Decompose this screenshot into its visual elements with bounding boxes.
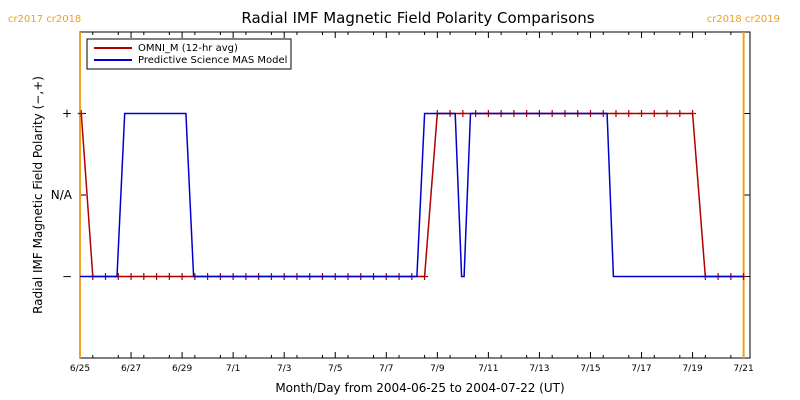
series-line-0	[80, 112, 744, 278]
series-point-0	[421, 273, 429, 280]
x-tick-label: 6/27	[121, 364, 141, 374]
x-tick-label: 7/9	[430, 364, 445, 374]
plot-frame	[79, 31, 751, 359]
legend-label-mas: Predictive Science MAS Model	[138, 55, 287, 66]
x-tick-label: 7/17	[631, 364, 651, 374]
series-line-1	[80, 112, 744, 278]
series-point-0	[77, 110, 85, 117]
x-tick-label: 7/3	[277, 364, 291, 374]
legend-label-omni: OMNI_M (12-hr avg)	[138, 43, 238, 54]
series-point-0	[663, 110, 671, 117]
series-point-0	[140, 273, 148, 280]
series-point-0	[625, 110, 633, 117]
series-point-0	[127, 273, 135, 280]
series-point-0	[650, 110, 658, 117]
y-tick-label: −	[62, 270, 72, 284]
series-point-0	[165, 273, 173, 280]
x-axis-label: Month/Day from 2004-06-25 to 2004-07-22 …	[275, 381, 564, 395]
x-tick-label: 7/5	[328, 364, 342, 374]
legend-box	[86, 38, 292, 70]
series-point-0	[178, 273, 186, 280]
series-point-0	[689, 110, 697, 117]
series-point-0	[459, 110, 467, 117]
chart-title: Radial IMF Magnetic Field Polarity Compa…	[241, 9, 594, 27]
x-tick-label: 7/15	[580, 364, 600, 374]
series-point-0	[676, 110, 684, 117]
x-tick-label: 7/13	[529, 364, 549, 374]
rotation-label-left: cr2017 cr2018	[8, 14, 81, 25]
x-tick-label: 7/19	[682, 364, 702, 374]
rotation-label-right: cr2018 cr2019	[707, 14, 780, 25]
series-point-0	[153, 273, 161, 280]
x-tick-label: 6/25	[70, 364, 90, 374]
y-axis-label: Radial IMF Magnetic Field Polarity (−,+)	[31, 76, 45, 314]
x-tick-label: 6/29	[172, 364, 192, 374]
x-tick-label: 7/11	[478, 364, 498, 374]
legend: OMNI_M (12-hr avg) Predictive Science MA…	[86, 38, 292, 70]
y-tick-label: N/A	[51, 188, 73, 202]
y-tick-label: +	[62, 107, 72, 121]
x-tick-label: 7/7	[379, 364, 393, 374]
x-tick-label: 7/1	[226, 364, 240, 374]
x-tick-label: 7/21	[734, 364, 754, 374]
series-point-0	[612, 110, 620, 117]
series-point-0	[638, 110, 646, 117]
